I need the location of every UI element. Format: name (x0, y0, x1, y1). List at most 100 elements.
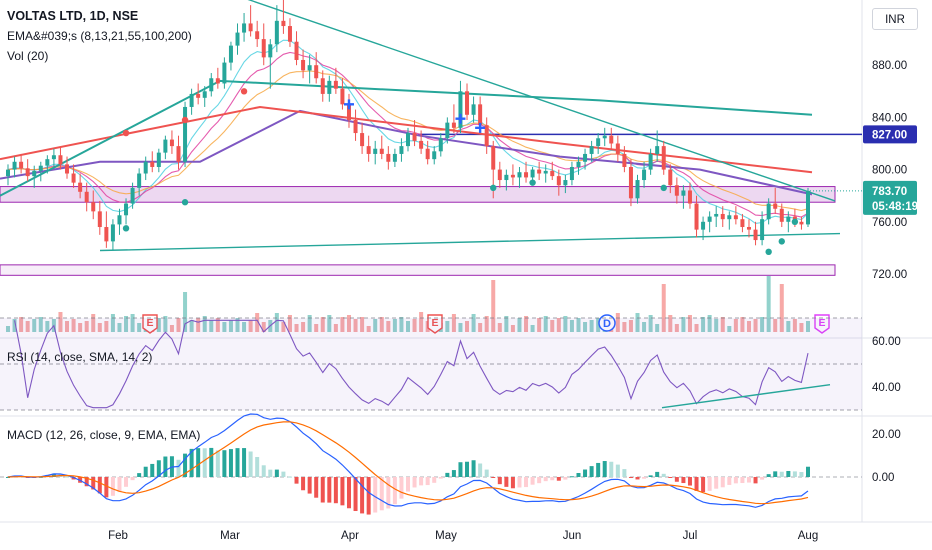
candle-body (576, 161, 581, 167)
macd-legend[interactable]: MACD (12, 26, close, 9, EMA, EMA) (7, 428, 201, 442)
volume-bar (261, 322, 266, 332)
volume-bar (773, 319, 778, 332)
volume-bar (189, 320, 194, 332)
macd-histogram-bar (609, 461, 614, 477)
price-tick-label: 840.00 (872, 112, 907, 124)
rsi-legend[interactable]: RSI (14, close, SMA, 14, 2) (7, 350, 153, 364)
candle-body (222, 62, 227, 84)
volume-bar (320, 317, 325, 332)
ema-legend[interactable]: EMA&#039;s (8,13,21,55,100,200) (7, 29, 192, 43)
rsi-tick-label: 60.00 (872, 336, 901, 348)
macd-histogram-bar (471, 460, 476, 477)
candle-body (478, 104, 483, 126)
volume-bar (458, 323, 463, 332)
candle-body (655, 146, 660, 154)
buy-signal-dot (778, 238, 785, 245)
volume-bar (510, 325, 515, 332)
macd-histogram-bar (681, 477, 686, 484)
price-axis[interactable]: 720.00760.00800.00840.00880.00920.00827.… (863, 8, 918, 484)
event-marker[interactable]: E (142, 314, 158, 334)
event-marker[interactable]: E (814, 314, 830, 334)
date-axis[interactable]: Feb Mar Apr May Jun Jul Aug (108, 530, 818, 542)
candle-body (471, 104, 476, 115)
volume-bar (314, 324, 319, 332)
volume-bar (524, 316, 529, 332)
macd-histogram-bar (668, 477, 673, 478)
macd-histogram-bar (510, 477, 515, 489)
macd-histogram-bar (530, 477, 535, 485)
event-marker[interactable]: E (427, 314, 443, 334)
volume-bar (25, 321, 30, 332)
macd-histogram-bar (484, 469, 489, 477)
macd-histogram-bar (327, 477, 332, 503)
macd-histogram-bar (346, 477, 351, 509)
candle-body (596, 138, 601, 147)
date-tick-label: Jul (683, 530, 698, 542)
volume-bar (183, 292, 188, 332)
volume-bar (124, 316, 129, 332)
event-marker[interactable]: D (598, 314, 616, 332)
event-markers[interactable]: EEDE (122, 88, 830, 334)
candle-body (242, 23, 247, 33)
macd-histogram-bar (773, 471, 778, 477)
candle-body (38, 165, 43, 171)
volume-bar (596, 318, 601, 332)
candle-body (484, 125, 489, 147)
macd-histogram-bar (661, 473, 666, 477)
macd-histogram-bar (399, 477, 404, 499)
volume-bar (681, 317, 686, 332)
volume-bar (294, 324, 299, 332)
volume-bar (628, 320, 633, 332)
macd-histogram-bar (806, 466, 810, 477)
candle-body (117, 215, 122, 225)
candle-body (589, 146, 594, 154)
candle-body (32, 170, 37, 177)
currency-button[interactable]: INR (872, 8, 918, 30)
macd-histogram-bar (589, 466, 594, 477)
volume-bar (169, 325, 174, 332)
candle-body (543, 170, 548, 174)
candlesticks[interactable] (6, 0, 810, 251)
volume-bar (517, 318, 522, 332)
volume-bar (366, 326, 371, 332)
volume-bar (255, 313, 260, 332)
macd-histogram-bar (648, 475, 653, 477)
symbol-title[interactable]: VOLTAS LTD, 1D, NSE (7, 9, 139, 23)
volume-bars (6, 276, 810, 332)
macd-histogram-bar (576, 472, 581, 477)
candle-body (406, 133, 410, 147)
macd-histogram-bar (255, 456, 260, 477)
candle-body (425, 148, 430, 160)
candle-body (51, 155, 56, 160)
macd-histogram-bar (320, 477, 325, 503)
volume-bar (406, 321, 410, 332)
candle-body (71, 173, 76, 183)
volume-legend[interactable]: Vol (20) (7, 49, 49, 63)
macd-histogram-bar (465, 461, 470, 477)
candle-body (674, 185, 679, 196)
candle-body (746, 227, 751, 230)
macd-histogram-bar (97, 477, 102, 494)
candle-body (91, 202, 96, 212)
date-tick-label: Aug (798, 530, 818, 542)
volume-bar (412, 319, 417, 332)
volume-bar (635, 313, 640, 332)
volume-bar (720, 317, 725, 332)
macd-histogram-bar (196, 448, 201, 477)
macd-histogram-bar (596, 462, 601, 477)
volume-bar (202, 316, 207, 332)
candle-body (504, 174, 509, 181)
earnings-icon (814, 314, 830, 334)
candle-body (799, 221, 804, 225)
candle-body (301, 59, 306, 71)
volume-bar (799, 323, 804, 332)
candle-body (714, 213, 719, 217)
event-letter: E (146, 317, 153, 329)
volume-bar (228, 320, 233, 332)
volume-bar (38, 317, 43, 332)
rsi-pane (0, 317, 862, 411)
macd-histogram-bar (373, 477, 378, 513)
macd-histogram-bar (261, 465, 266, 477)
buy-signal-dot (529, 179, 536, 186)
